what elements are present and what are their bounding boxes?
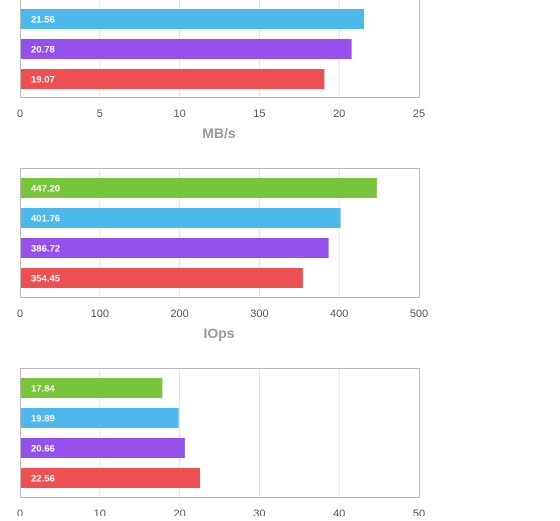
plot-frame: [20, 368, 420, 498]
x-tick-label: 40: [333, 508, 345, 516]
x-axis-title: MB/s: [202, 125, 236, 141]
x-tick-label: 10: [94, 508, 106, 516]
bar-purple: [21, 39, 352, 59]
bar-value-label: 386.72: [31, 244, 60, 255]
x-tick-label: 200: [170, 308, 188, 320]
x-tick-label: 10: [173, 108, 185, 120]
x-tick-label: 50: [413, 508, 425, 516]
bar-value-label: 17.84: [31, 384, 55, 395]
bar-purple: [21, 238, 329, 258]
plot-frame: [20, 0, 420, 98]
bar-green: [21, 378, 163, 398]
bar-green: [21, 178, 377, 198]
bar-blue: [21, 208, 341, 228]
chart-2: 447.20 401.76 386.72 354.45 0 100 200 300 400 500…: [17, 168, 428, 341]
chart-1: 21.56 20.78 19.07 0 5 10 15 20 25 MB/s: [17, 0, 425, 141]
x-tick-label: 15: [253, 108, 265, 120]
x-tick-label: 30: [253, 508, 265, 516]
x-tick-label: 500: [410, 308, 428, 320]
bar-value-label: 21.56: [31, 15, 55, 26]
bar-blue: [21, 9, 365, 29]
bar-value-label: 354.45: [31, 274, 61, 285]
x-tick-label: 0: [17, 108, 23, 120]
x-tick-label: 0: [17, 508, 23, 516]
x-tick-label: 20: [173, 508, 185, 516]
x-tick-label: 20: [333, 108, 345, 120]
bar-value-label: 401.76: [31, 214, 60, 225]
bar-red: [21, 69, 325, 89]
bar-value-label: 20.66: [31, 444, 55, 455]
x-tick-label: 300: [250, 308, 268, 320]
x-tick-label: 5: [97, 108, 103, 120]
bar-red: [21, 468, 201, 488]
x-axis-title: IOps: [203, 325, 234, 341]
bar-red: [21, 268, 303, 288]
bar-blue: [21, 408, 179, 428]
bar-value-label: 447.20: [31, 184, 60, 195]
bar-value-label: 19.89: [31, 414, 55, 425]
x-tick-label: 0: [17, 308, 23, 320]
x-tick-label: 25: [413, 108, 425, 120]
chart-3: 17.84 19.89 20.66 22.56 0 10 20 30 40 50: [17, 368, 425, 520]
bar-value-label: 22.56: [31, 474, 55, 485]
plot-frame: [20, 168, 420, 298]
x-tick-label: 400: [330, 308, 348, 320]
bar-value-label: 20.78: [31, 45, 55, 56]
bar-purple: [21, 438, 185, 458]
x-tick-label: 100: [91, 308, 109, 320]
bar-value-label: 19.07: [31, 75, 55, 86]
